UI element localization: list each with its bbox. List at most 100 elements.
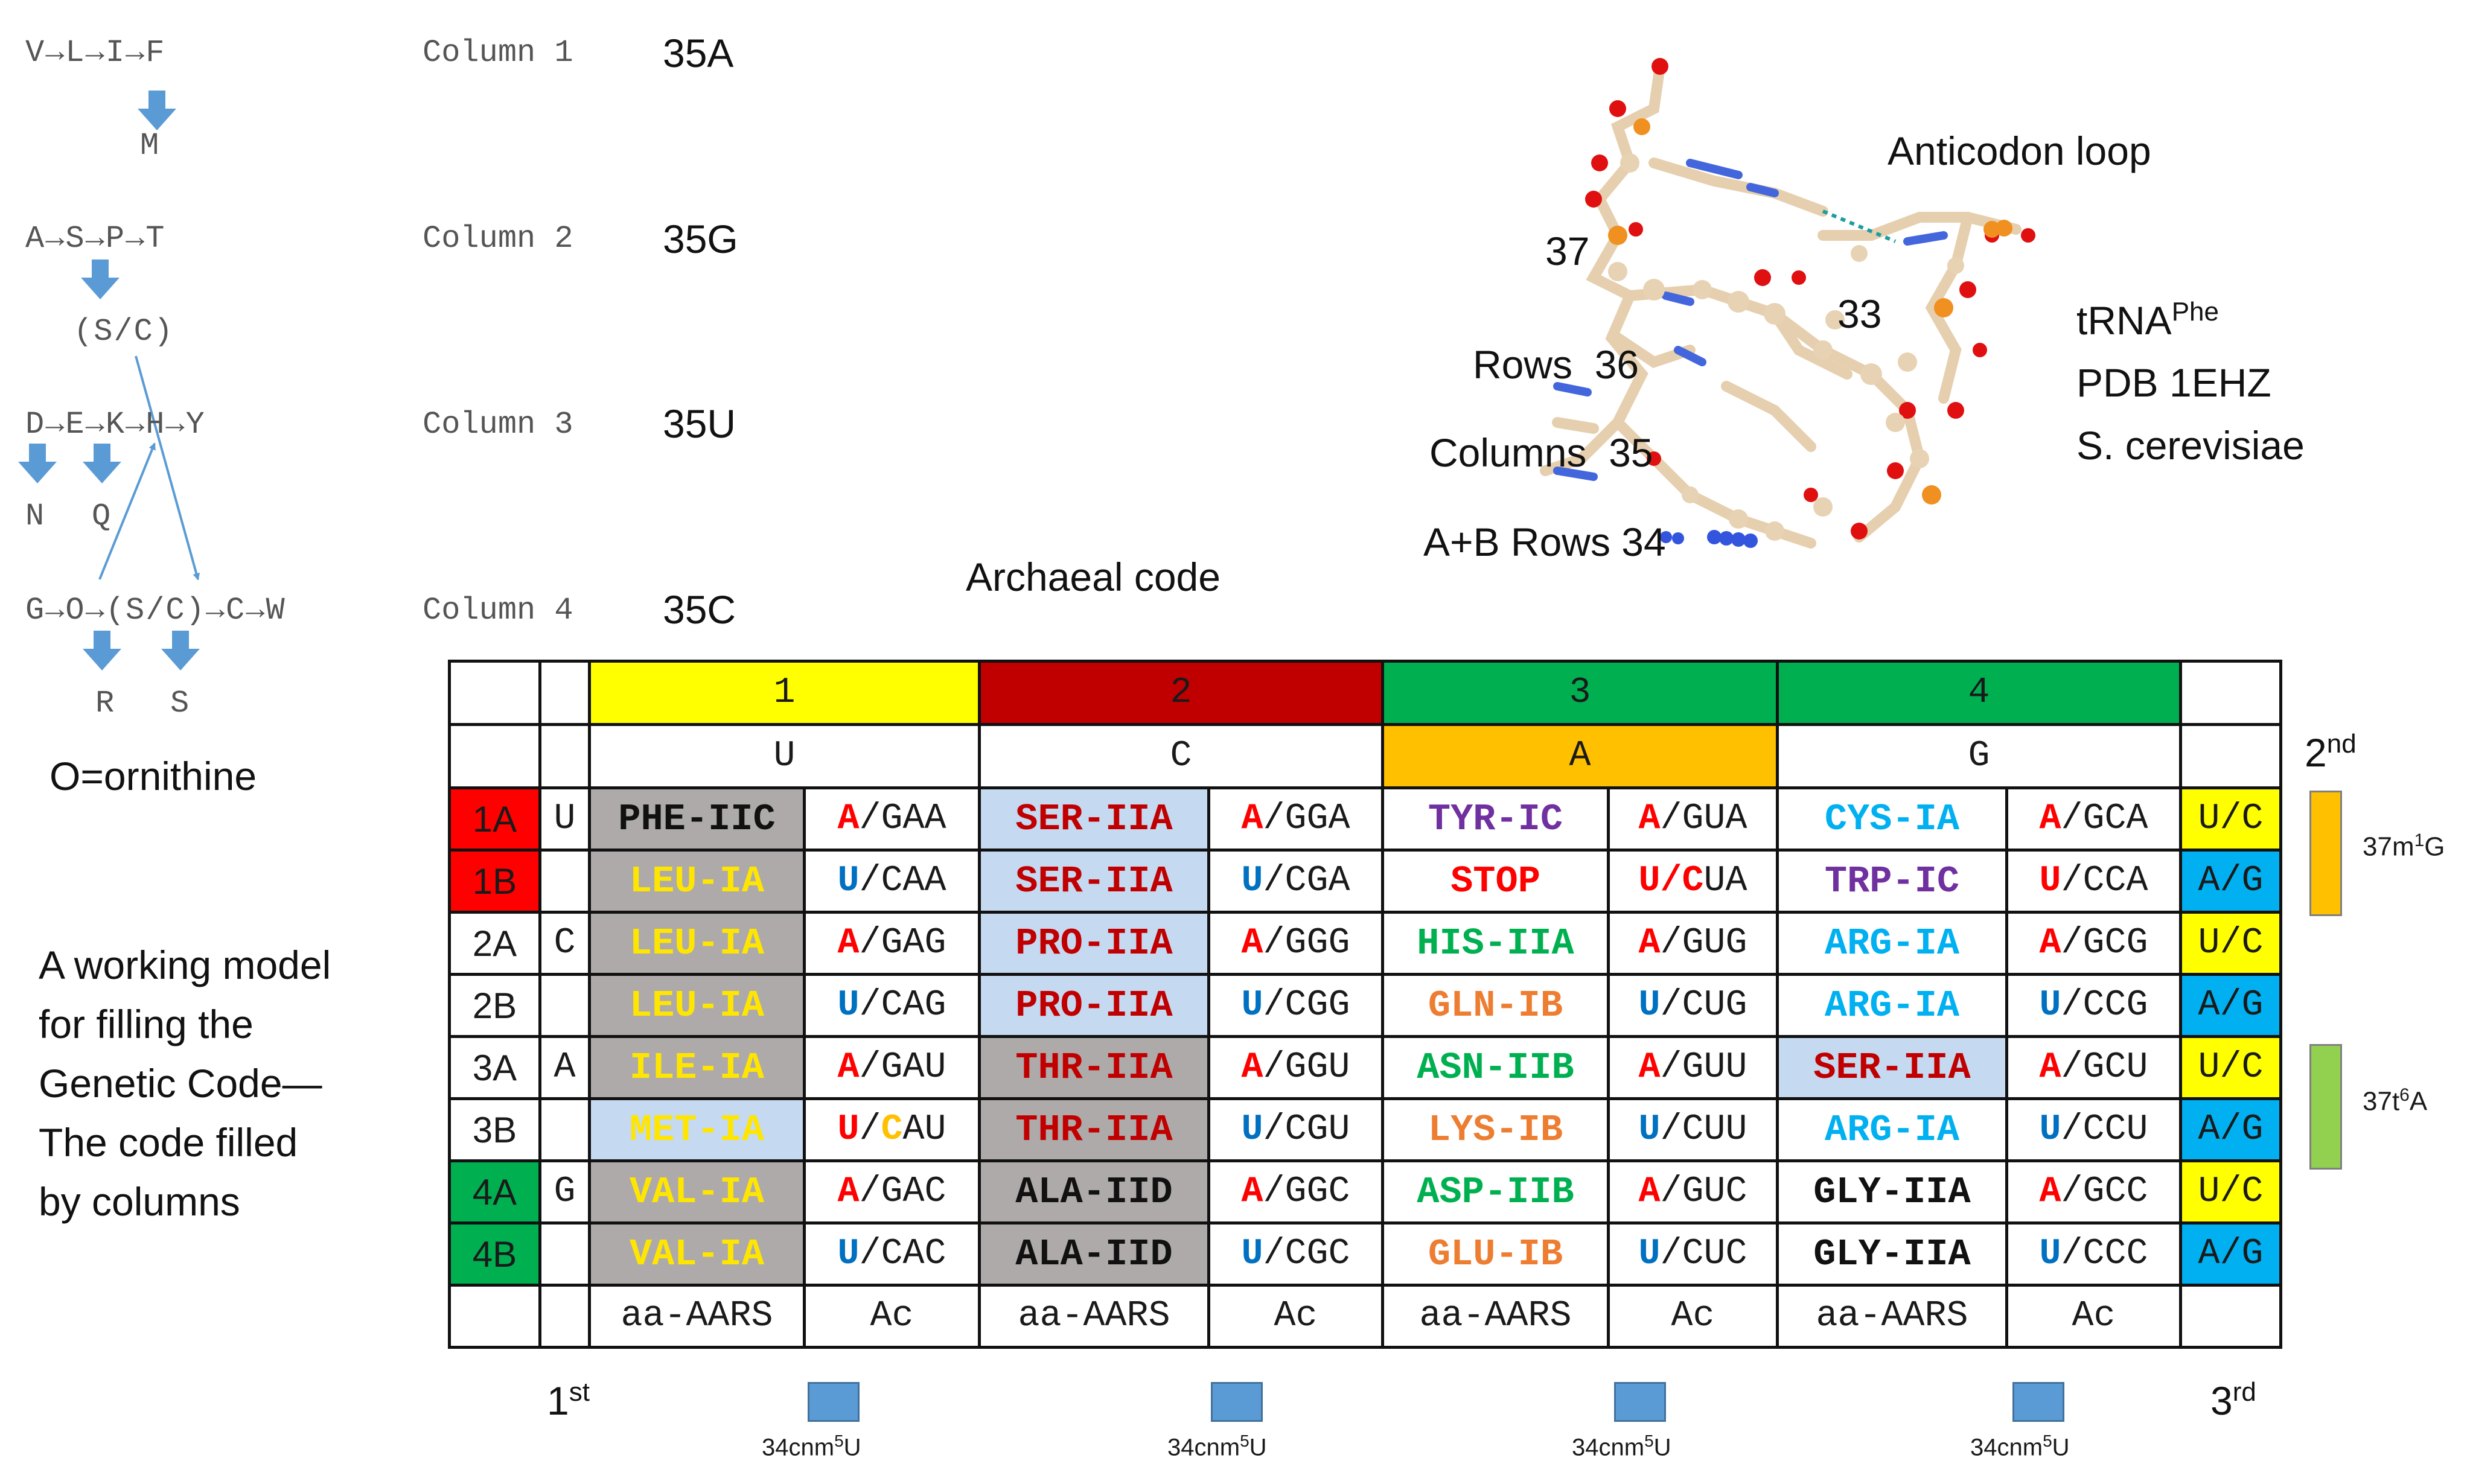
anticodon-cell: U/CAC (803, 1221, 981, 1287)
column-label-1: Column 1 (423, 35, 573, 71)
modification-bar-37m1G (2309, 791, 2342, 916)
cnm-marker-4 (2012, 1382, 2064, 1422)
second-base-C: C (978, 723, 1384, 789)
arrow-SC-to-SC4 (135, 355, 200, 581)
aars-cell: TRP-IC (1776, 849, 2008, 914)
model-line-4: The code filled (39, 1120, 298, 1165)
aars-cell: PHE-IIC (588, 786, 806, 852)
anticodon-cell: A/GGG (1207, 911, 1384, 976)
cnm-label-4: 34cnm5U (1970, 1431, 2070, 1461)
anticodon-cell: U/CCA (2005, 849, 2182, 914)
trna-phe-sup: Phe (2171, 297, 2219, 326)
model-description: A working model for filling the Genetic … (39, 935, 331, 1231)
cnm-marker-3 (1614, 1382, 1666, 1422)
third-position-label: 3rd (2210, 1377, 2256, 1423)
aars-cell: PRO-IIA (978, 911, 1210, 976)
anticodon-cell: U/CUG (1607, 973, 1779, 1038)
aars-cell: SER-IIA (978, 786, 1210, 852)
first-base (538, 973, 591, 1038)
anticodon-cell: A/GUU (1607, 1035, 1779, 1100)
third-base: A/G (2179, 1097, 2282, 1162)
table-row: 4B VAL-IA U/CAC ALA-IID U/CGC GLU-IB U/C… (448, 1221, 2282, 1287)
aars-cell: LYS-IB (1381, 1097, 1610, 1162)
row-label: 1A (448, 786, 541, 852)
third-base: U/C (2179, 786, 2282, 852)
aars-cell: GLY-IIA (1776, 1221, 2008, 1287)
third-base: A/G (2179, 973, 2282, 1038)
arrow-D-to-N (18, 444, 57, 483)
aars-cell: ALA-IID (978, 1221, 1210, 1287)
column-header-3: 3 (1381, 660, 1779, 726)
aars-cell: THR-IIA (978, 1097, 1210, 1162)
second-base-G: G (1776, 723, 2182, 789)
anticodon-cell: U/CCC (2005, 1221, 2182, 1287)
pathway-sequence-3: D→E→K→H→Y (25, 407, 206, 442)
footer-ac: Ac (1607, 1284, 1779, 1349)
anticodon-cell: U/CAA (803, 849, 981, 914)
label-ab-rows-34: A+B Rows 34 (1423, 520, 1666, 564)
anticodon-cell: A/GUA (1607, 786, 1779, 852)
aars-cell: ASN-IIB (1381, 1035, 1610, 1100)
aars-cell: PRO-IIA (978, 973, 1210, 1038)
trna-label: tRNAPhe (2076, 297, 2219, 343)
aars-cell: MET-IA (588, 1097, 806, 1162)
anticodon-35A: 35A (663, 31, 734, 75)
pathway-sequence-2: A→S→P→T (25, 221, 166, 256)
pathway-arrows (18, 91, 200, 670)
first-base: G (538, 1159, 591, 1224)
model-line-2: for filling the (39, 1002, 254, 1046)
aars-cell: SER-IIA (978, 849, 1210, 914)
aars-cell: VAL-IA (588, 1159, 806, 1224)
aars-cell: HIS-IIA (1381, 911, 1610, 976)
column-header-1: 1 (588, 660, 981, 726)
anticodon-cell: A/GCC (2005, 1159, 2182, 1224)
row-label: 3B (448, 1097, 541, 1162)
arrow-S-to-SC (81, 260, 120, 299)
table-row: 1B LEU-IA U/CAA SER-IIA U/CGA STOP U/CUA… (448, 849, 2282, 914)
row-label: 4B (448, 1221, 541, 1287)
column-header-4: 4 (1776, 660, 2182, 726)
row-label: 1B (448, 849, 541, 914)
cnm-label-3: 34cnm5U (1572, 1431, 1671, 1461)
first-base: A (538, 1035, 591, 1100)
modification-37t6A: 37t6A (2363, 1085, 2428, 1116)
second-position-label: 2nd (2305, 729, 2357, 775)
column-header-2: 2 (978, 660, 1384, 726)
label-37: 37 (1545, 229, 1590, 273)
column-label-4: Column 4 (423, 593, 573, 628)
anticodon-cell: A/GAC (803, 1159, 981, 1224)
modification-37m1G: 37m1G (2363, 830, 2445, 862)
row-label: 3A (448, 1035, 541, 1100)
third-base: U/C (2179, 1159, 2282, 1224)
anticodon-cell: U/CAG (803, 973, 981, 1038)
aars-cell: ARG-IA (1776, 973, 2008, 1038)
anticodon-35C: 35C (663, 587, 736, 632)
row-label: 4A (448, 1159, 541, 1224)
footer-aars: aa-AARS (588, 1284, 806, 1349)
column-number-row: 1 2 3 4 (448, 660, 2282, 726)
column-label-3: Column 3 (423, 407, 573, 442)
anticodon-cell: A/GGA (1207, 786, 1384, 852)
table-row: 3A A ILE-IA A/GAU THR-IIA A/GGU ASN-IIB … (448, 1035, 2282, 1100)
second-base-row: U C A G (448, 723, 2282, 789)
second-base-U: U (588, 723, 981, 789)
first-base (538, 1097, 591, 1162)
cnm-marker-2 (1211, 1382, 1263, 1422)
row-label: 2A (448, 911, 541, 976)
anticodon-cell: U/CAU (803, 1097, 981, 1162)
aars-cell: VAL-IA (588, 1221, 806, 1287)
pathway-branch-M: M (140, 128, 161, 164)
first-base: C (538, 911, 591, 976)
aars-cell: GLU-IB (1381, 1221, 1610, 1287)
anticodon-cell: U/CUC (1607, 1221, 1779, 1287)
aars-cell: THR-IIA (978, 1035, 1210, 1100)
aars-cell: ALA-IID (978, 1159, 1210, 1224)
aars-cell: SER-IIA (1776, 1035, 2008, 1100)
footer-aars: aa-AARS (1381, 1284, 1610, 1349)
anticodon-cell: A/GGU (1207, 1035, 1384, 1100)
aars-cell: GLY-IIA (1776, 1159, 2008, 1224)
label-rows-36: Rows 36 (1473, 342, 1639, 387)
anticodon-cell: A/GAA (803, 786, 981, 852)
third-base: A/G (2179, 849, 2282, 914)
anticodon-cell: U/CGA (1207, 849, 1384, 914)
